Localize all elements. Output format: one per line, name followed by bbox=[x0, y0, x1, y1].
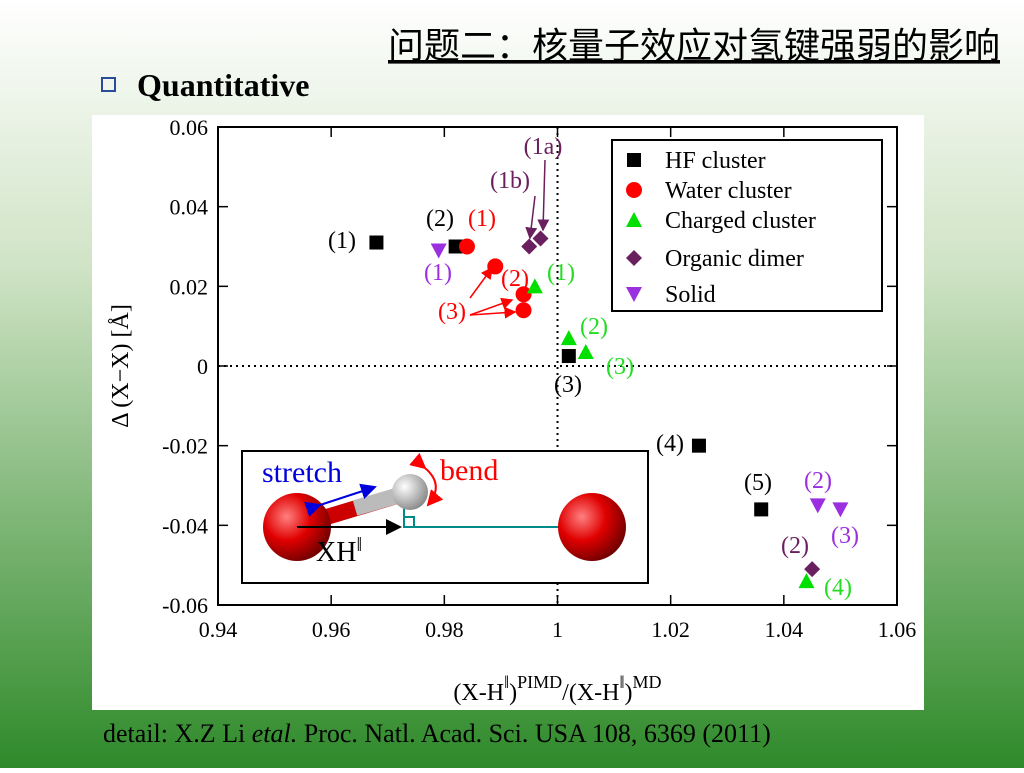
annotation: (2) bbox=[781, 533, 809, 559]
y-tick-label: 0.06 bbox=[170, 115, 209, 140]
legend-label: Water cluster bbox=[665, 178, 792, 204]
bend-arrow bbox=[409, 452, 444, 507]
legend-marker bbox=[626, 287, 642, 302]
point bbox=[515, 302, 532, 319]
citation-text: Proc. Natl. Acad. Sci. USA 108, 6369 (20… bbox=[297, 719, 771, 748]
annotation: (3) bbox=[831, 523, 859, 549]
inset: stretch bend XH‖ bbox=[241, 450, 649, 584]
hydrogen-atom bbox=[392, 474, 428, 510]
slide-title: 问题二：核量子效应对氢键强弱的影响 bbox=[388, 26, 1000, 67]
annotation-arrow bbox=[469, 306, 517, 319]
x-axis-label-part: MD bbox=[633, 672, 662, 692]
annotation: (2) bbox=[804, 468, 832, 494]
point bbox=[691, 438, 706, 453]
point bbox=[804, 561, 821, 578]
point bbox=[526, 278, 543, 294]
annotation-arrow bbox=[537, 159, 550, 232]
x-axis-label-part: ‖ bbox=[619, 672, 624, 692]
x-axis-label-part: ) bbox=[509, 680, 517, 706]
annotation: (2) bbox=[580, 314, 608, 340]
point bbox=[832, 502, 849, 518]
point bbox=[458, 238, 475, 255]
stretch-arrow bbox=[304, 483, 377, 517]
citation: detail: X.Z Li etal. Proc. Natl. Acad. S… bbox=[103, 719, 771, 748]
annotation-arrow bbox=[469, 266, 493, 299]
bend-label: bend bbox=[440, 454, 498, 487]
point bbox=[515, 286, 532, 303]
point bbox=[448, 239, 463, 254]
y-axis-label: Δ (X−X) [Å] bbox=[108, 304, 134, 428]
annotation: (3) bbox=[554, 372, 582, 398]
annotation: (1) bbox=[424, 260, 452, 286]
bullet-text: Quantitative bbox=[137, 67, 309, 103]
legend-marker bbox=[626, 212, 642, 227]
point bbox=[521, 238, 538, 255]
x-axis-label-part: ) bbox=[625, 680, 633, 706]
annotation: (1) bbox=[468, 206, 496, 232]
point bbox=[560, 330, 577, 346]
xh-mark: ‖ bbox=[356, 534, 362, 556]
annotation: (1b) bbox=[490, 168, 530, 194]
annotation: (4) bbox=[824, 575, 852, 601]
xh-label: XH‖ bbox=[316, 534, 362, 568]
point bbox=[532, 230, 549, 247]
stretch-label: stretch bbox=[262, 456, 342, 489]
y-tick-label: -0.04 bbox=[162, 513, 208, 538]
point bbox=[577, 344, 594, 360]
annotation: (4) bbox=[656, 431, 684, 457]
annotation: (3) bbox=[606, 354, 634, 380]
legend-box bbox=[611, 139, 883, 312]
y-tick-label: 0.04 bbox=[170, 195, 209, 220]
x-axis-label-part: (X-H bbox=[453, 680, 504, 706]
x-tick-label: 1 bbox=[552, 617, 563, 642]
annotation: (1) bbox=[547, 260, 575, 286]
x-axis-label: (X-H‖)PIMD/(X-H‖)MD bbox=[453, 672, 661, 706]
legend-label: Solid bbox=[665, 282, 716, 308]
legend-label: Organic dimer bbox=[665, 246, 804, 272]
xh-text: XH bbox=[316, 537, 356, 568]
y-tick-label: -0.06 bbox=[162, 593, 208, 618]
annotation: (5) bbox=[744, 470, 772, 496]
legend-marker bbox=[626, 182, 642, 198]
legend-marker bbox=[627, 153, 641, 167]
annotation: (2) bbox=[426, 206, 454, 232]
x-tick-label: 0.96 bbox=[312, 617, 351, 642]
x-tick-label: 1.04 bbox=[765, 617, 804, 642]
right-angle bbox=[403, 516, 415, 528]
citation-text: etal. bbox=[252, 719, 298, 748]
annotation: (3) bbox=[438, 299, 466, 325]
legend-label: HF cluster bbox=[665, 148, 766, 174]
point bbox=[809, 498, 826, 514]
x-axis-label-part: ‖ bbox=[504, 672, 509, 692]
annotation-arrow bbox=[525, 195, 538, 240]
y-tick-label: -0.02 bbox=[162, 434, 208, 459]
citation-text: detail: X.Z Li bbox=[103, 719, 252, 748]
point bbox=[487, 258, 504, 275]
x-tick-label: 1.02 bbox=[651, 617, 690, 642]
point bbox=[561, 349, 576, 364]
oxygen-atom bbox=[558, 493, 626, 561]
x-axis-label-part: /(X-H bbox=[562, 680, 619, 706]
x-tick-label: 1.06 bbox=[878, 617, 917, 642]
annotation: (1) bbox=[328, 228, 356, 254]
point bbox=[754, 502, 769, 517]
point bbox=[369, 235, 384, 250]
annotation-arrow bbox=[469, 297, 514, 316]
legend-label: Charged cluster bbox=[665, 208, 816, 234]
y-tick-label: 0 bbox=[197, 354, 208, 379]
x-axis-label-part: PIMD bbox=[517, 672, 562, 692]
annotation: (1a) bbox=[524, 134, 563, 160]
legend-marker bbox=[626, 250, 642, 266]
x-tick-label: 0.98 bbox=[425, 617, 464, 642]
point bbox=[430, 243, 447, 259]
x-tick-label: 0.94 bbox=[199, 617, 238, 642]
bullet-icon bbox=[101, 77, 116, 92]
point bbox=[798, 573, 815, 589]
y-tick-label: 0.02 bbox=[170, 274, 209, 299]
